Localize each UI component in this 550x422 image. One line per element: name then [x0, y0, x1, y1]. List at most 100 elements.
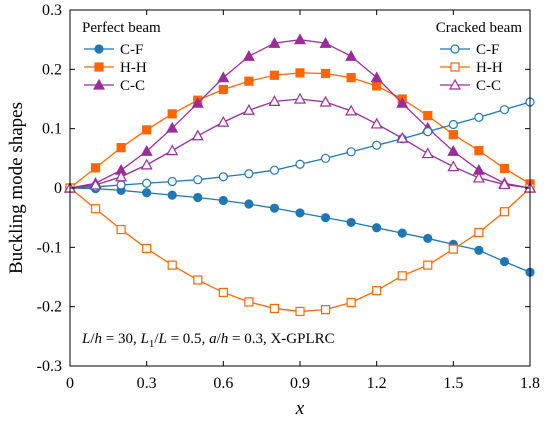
data-point — [242, 104, 255, 115]
data-point — [218, 195, 228, 206]
data-point — [423, 233, 433, 244]
y-tick-label: 0 — [54, 180, 62, 197]
data-point — [370, 117, 383, 129]
data-point — [346, 297, 356, 308]
data-point — [244, 199, 254, 209]
data-point — [396, 131, 409, 143]
data-point — [142, 125, 152, 135]
data-point — [269, 303, 280, 314]
data-point — [499, 105, 510, 115]
parameter-annotation: L/h = 30, L1/L = 0.5, a/h = 0.3, X-GPLRC — [81, 331, 335, 350]
legend-label: H-H — [476, 60, 503, 76]
data-point — [242, 50, 255, 61]
legend-marker — [450, 62, 460, 72]
data-point — [217, 71, 230, 83]
data-point — [140, 144, 153, 156]
data-point — [193, 192, 203, 203]
data-point — [217, 115, 230, 127]
data-point — [474, 227, 484, 238]
data-point — [447, 144, 460, 156]
data-point — [474, 146, 484, 156]
data-point — [320, 213, 331, 223]
x-tick-label: 0.6 — [213, 375, 233, 392]
data-point — [372, 223, 382, 233]
data-point — [167, 260, 177, 270]
legend-marker — [448, 78, 462, 90]
data-point — [293, 33, 307, 45]
data-point — [244, 76, 254, 86]
data-point — [346, 217, 356, 228]
data-point — [193, 175, 203, 185]
data-point — [448, 130, 458, 140]
legend-label: C-C — [120, 78, 145, 94]
data-point — [140, 158, 153, 170]
data-point — [167, 176, 177, 187]
data-point — [472, 171, 485, 183]
data-point — [244, 169, 254, 179]
data-point — [320, 305, 331, 315]
data-point — [474, 245, 484, 255]
x-tick-label: 0 — [66, 375, 74, 392]
data-point — [268, 95, 281, 106]
data-point — [90, 163, 101, 173]
data-point — [142, 188, 152, 198]
x-axis-label: x — [295, 398, 305, 419]
data-point — [191, 96, 204, 108]
legend-label: C-C — [476, 78, 501, 94]
data-point — [218, 172, 228, 182]
data-point — [218, 287, 228, 298]
y-tick-label: 0.2 — [42, 61, 62, 78]
data-point — [345, 50, 358, 61]
data-point — [320, 68, 331, 79]
legend-perfect-beam: Perfect beam C-F H-H C-C — [82, 20, 161, 94]
data-point — [116, 224, 126, 235]
y-tick-label: -0.2 — [37, 299, 62, 316]
data-point — [89, 178, 102, 190]
data-point — [372, 140, 382, 150]
x-tick-label: 1.2 — [367, 375, 387, 392]
data-point — [447, 160, 460, 172]
data-point — [346, 147, 356, 157]
data-point — [423, 111, 433, 121]
legend-label: C-F — [476, 42, 499, 58]
data-point — [423, 127, 433, 137]
y-tick-label: -0.3 — [37, 358, 62, 375]
data-point — [396, 96, 409, 108]
data-point — [295, 159, 305, 169]
x-tick-label: 0.3 — [137, 375, 157, 392]
data-point — [499, 256, 510, 267]
legend-marker — [94, 44, 104, 54]
data-point — [319, 36, 332, 48]
data-point — [499, 207, 510, 217]
series-cracked-h-h — [65, 183, 535, 317]
y-tick-label: 0.3 — [42, 2, 62, 19]
legend-label: C-F — [120, 42, 143, 58]
data-point — [295, 306, 305, 317]
data-point — [320, 153, 331, 163]
data-point — [372, 286, 382, 296]
x-tick-label: 1.8 — [520, 375, 540, 392]
x-tick-label: 0.9 — [290, 375, 310, 392]
y-tick-label: -0.1 — [37, 239, 62, 256]
y-tick-label: 0.1 — [42, 121, 62, 138]
data-point — [346, 73, 356, 83]
data-point — [499, 163, 510, 174]
data-point — [166, 121, 179, 133]
data-point — [116, 180, 126, 190]
data-point — [244, 297, 254, 307]
data-point — [319, 95, 332, 107]
x-tick-label: 1.5 — [443, 375, 463, 392]
data-point — [167, 109, 177, 119]
data-point — [268, 36, 281, 48]
data-point — [372, 81, 382, 91]
axis-ticks: 0 0.3 0.6 0.9 1.2 1.5 1.8 -0.3 -0.2 -0.1 0 0.1 0.2 0.… — [37, 2, 540, 392]
data-point — [90, 204, 101, 214]
legend-marker — [94, 62, 104, 72]
legend-marker — [450, 44, 460, 54]
data-point — [167, 190, 177, 200]
legend-right-title: Cracked beam — [436, 20, 523, 36]
data-point — [142, 178, 152, 188]
y-axis-label: Buckling mode shapes — [6, 102, 27, 274]
data-point — [166, 144, 179, 156]
